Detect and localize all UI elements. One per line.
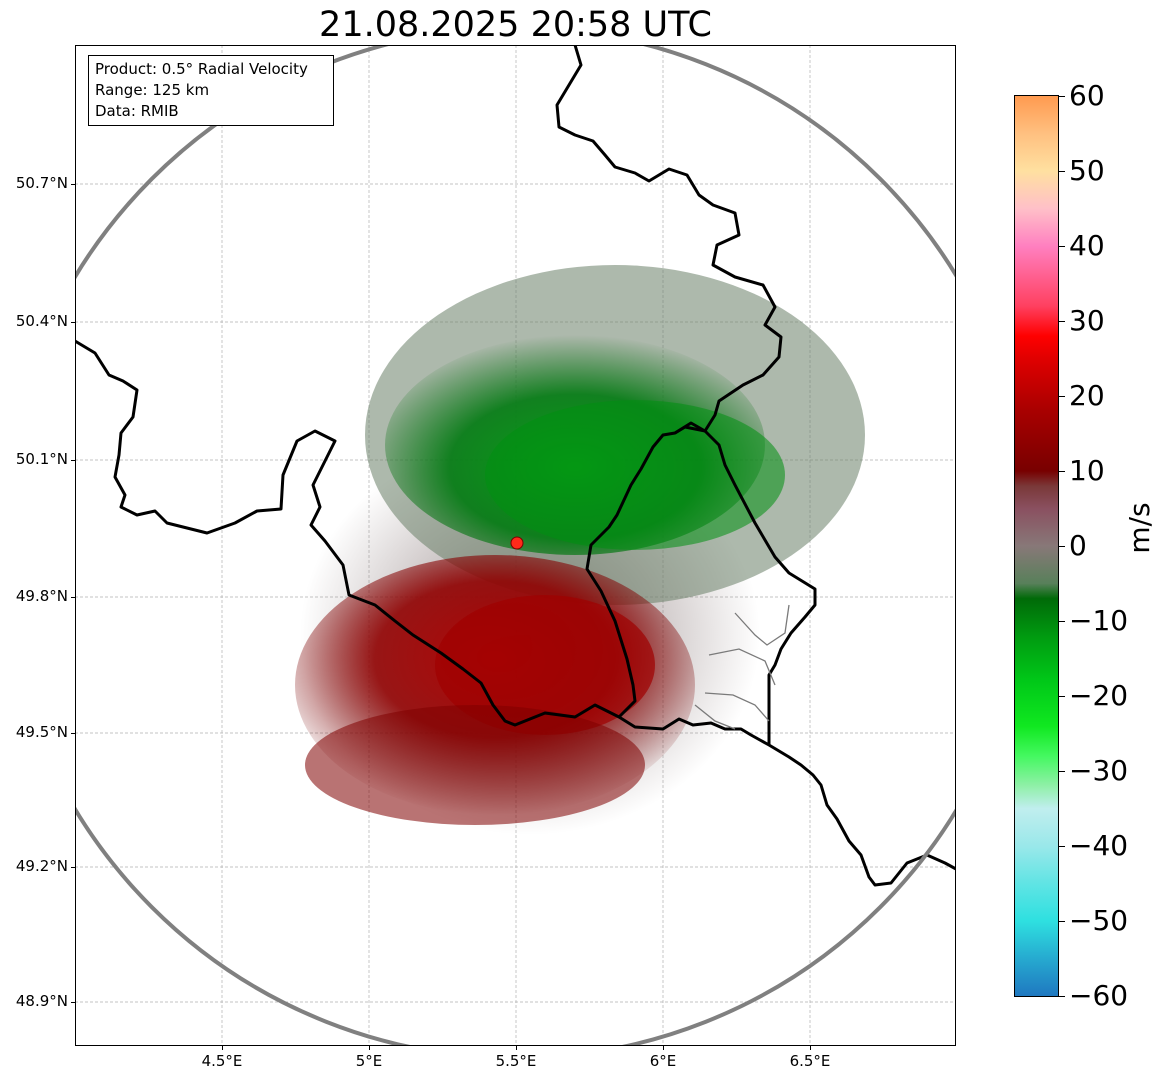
lat-label-49-8: 49.8°N [15,587,68,605]
colorbar-tick [1059,621,1065,622]
colorbar [1014,95,1059,997]
colorbar-label: 60 [1069,79,1105,112]
colorbar-gradient [1015,96,1058,996]
lon-label-4-5: 4.5°E [201,1052,243,1070]
lon-label-6-5: 6.5°E [789,1052,831,1070]
colorbar-tick [1059,471,1065,472]
colorbar-label: 30 [1069,304,1105,337]
product-label: Product: 0.5° Radial Velocity [95,60,308,78]
lat-label-50-4: 50.4°N [15,312,68,330]
colorbar-tick [1059,771,1065,772]
data-source-label: Data: RMIB [95,102,179,120]
radar-site-marker [510,536,524,550]
colorbar-unit-label: m/s [1123,502,1156,554]
lon-label-6: 6°E [649,1052,677,1070]
colorbar-label: −40 [1069,829,1129,862]
colorbar-label: 50 [1069,154,1105,187]
colorbar-tick [1059,96,1065,97]
country-borders [75,45,956,887]
lat-label-50-7: 50.7°N [15,174,68,192]
product-info-box: Product: 0.5° Radial Velocity Range: 125… [88,55,334,126]
colorbar-label: −60 [1069,979,1129,1012]
lat-label-49-5: 49.5°N [15,723,68,741]
colorbar-label: −50 [1069,904,1129,937]
colorbar-label: 40 [1069,229,1105,262]
colorbar-tick [1059,921,1065,922]
region-borders [694,604,790,730]
colorbar-tick [1059,546,1065,547]
colorbar-tick [1059,396,1065,397]
lat-label-49-2: 49.2°N [15,857,68,875]
colorbar-label: −30 [1069,754,1129,787]
radar-map[interactable] [75,45,956,1046]
colorbar-tick [1059,246,1065,247]
map-canvas [75,45,956,1046]
colorbar-tick [1059,696,1065,697]
colorbar-tick [1059,321,1065,322]
colorbar-label: 0 [1069,529,1087,562]
colorbar-tick [1059,996,1065,997]
lat-label-48-9: 48.9°N [15,992,68,1010]
colorbar-label: 20 [1069,379,1105,412]
colorbar-label: −10 [1069,604,1129,637]
map-title: 21.08.2025 20:58 UTC [319,5,712,45]
colorbar-label: −20 [1069,679,1129,712]
colorbar-tick [1059,846,1065,847]
colorbar-label: 10 [1069,454,1105,487]
colorbar-tick [1059,171,1065,172]
colorbar-fill [1015,96,1058,996]
lon-label-5-5: 5.5°E [495,1052,537,1070]
range-label: Range: 125 km [95,81,210,99]
lon-label-5: 5°E [355,1052,383,1070]
lat-label-50-1: 50.1°N [15,450,68,468]
